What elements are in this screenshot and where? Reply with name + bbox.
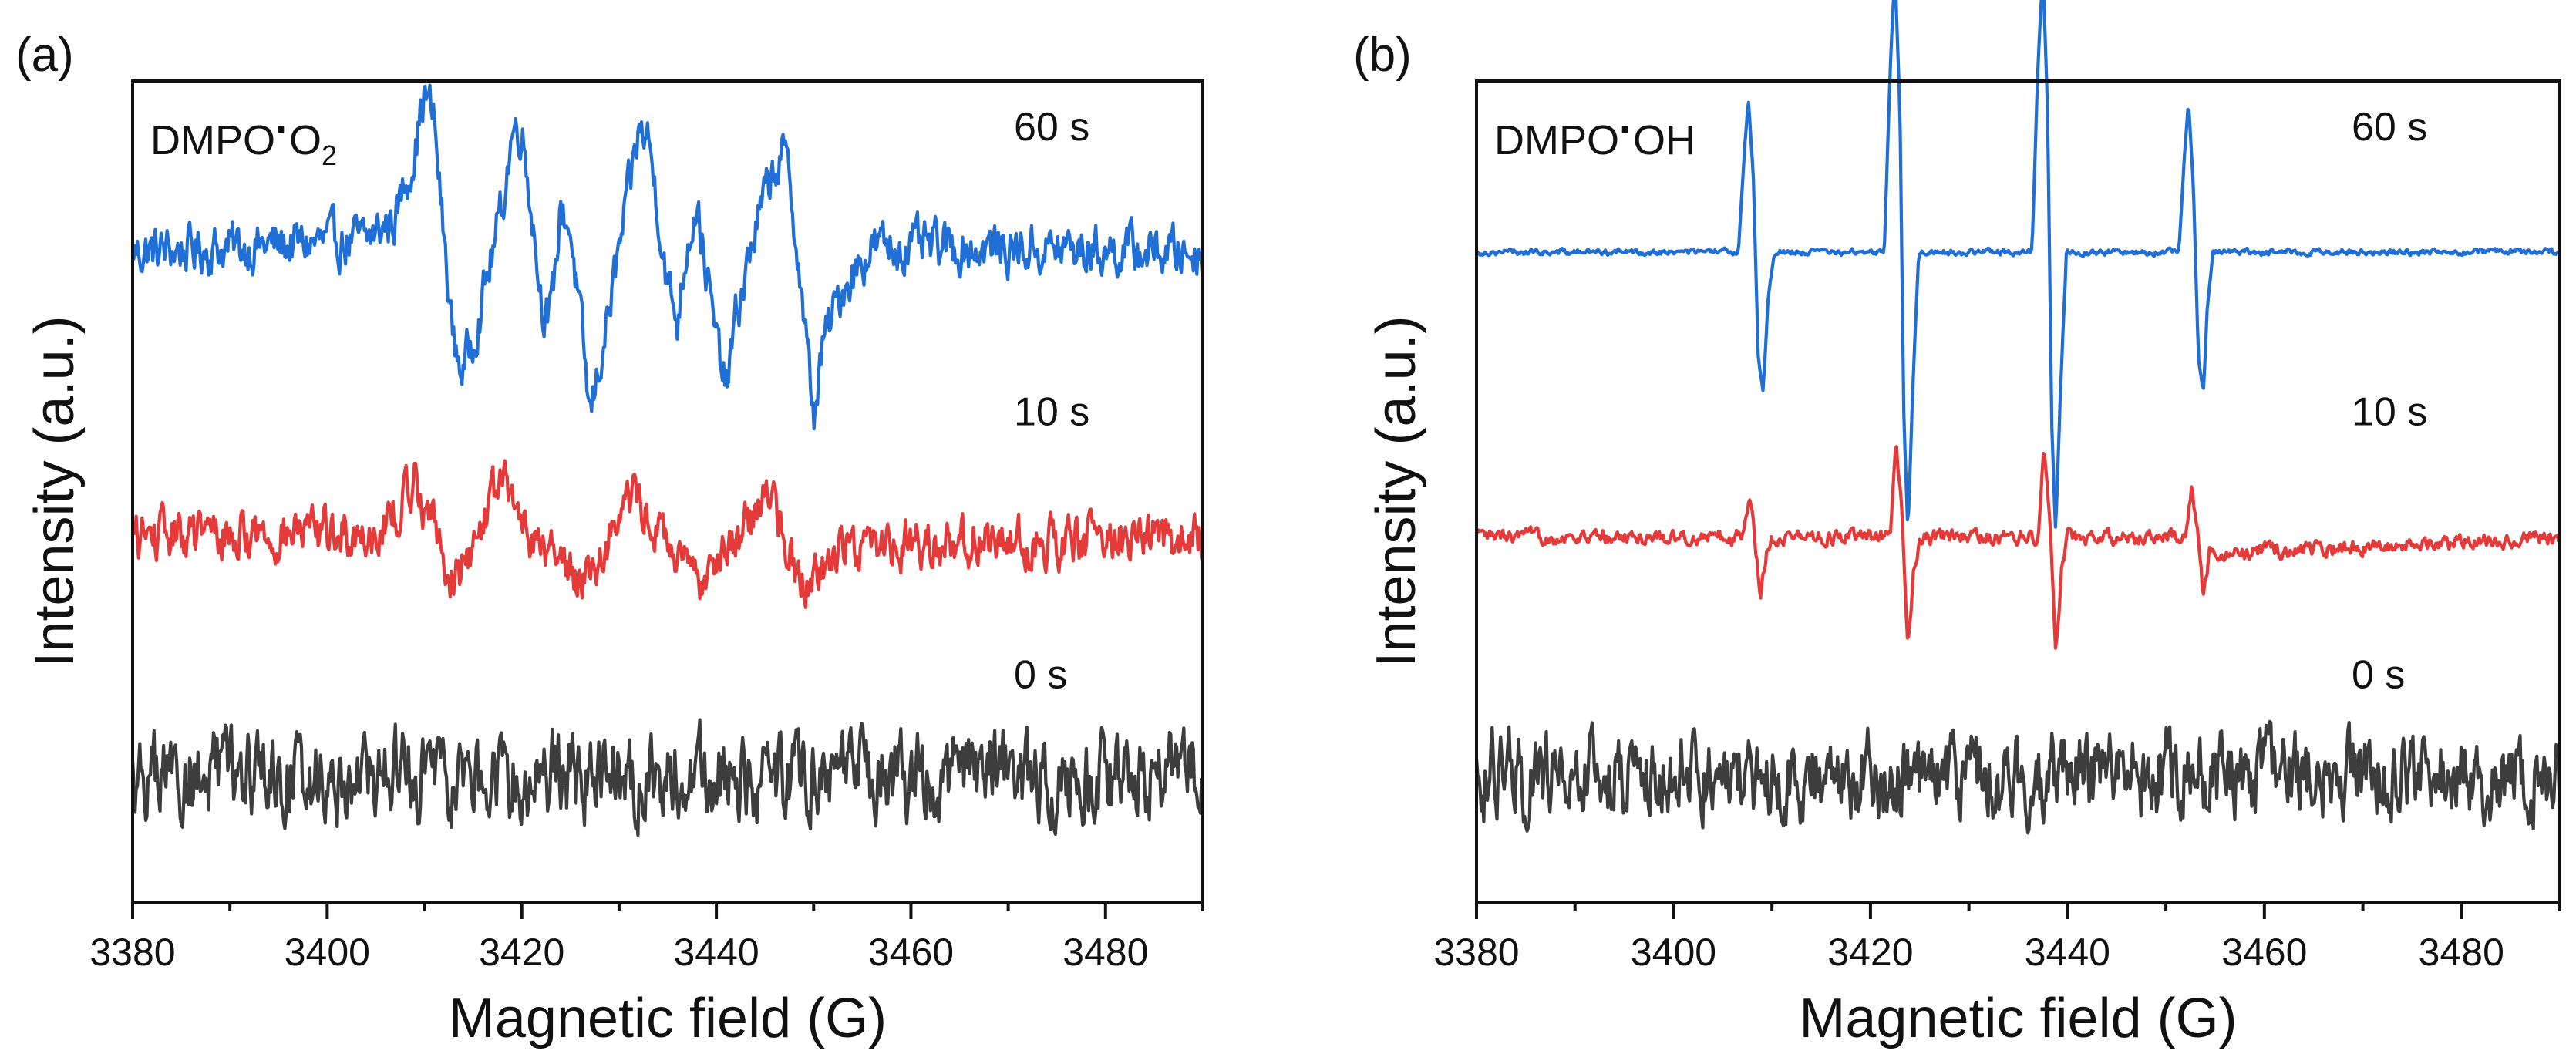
chart-panel-b: (b) 60 s 10 s 0 s 3380 3400 3420 3440 3460 3480 Ma… xyxy=(1353,0,2562,1049)
trace-10s xyxy=(1475,445,2562,650)
trace-label-60s: 60 s xyxy=(1014,105,1089,150)
x-tick-label: 3440 xyxy=(673,931,759,974)
plot-frame xyxy=(1475,79,2561,904)
trace-label-10s: 10 s xyxy=(2352,390,2427,435)
trace-label-0s: 0 s xyxy=(1014,652,1067,697)
trace-60s xyxy=(1475,0,2561,529)
trace-60s xyxy=(130,83,1205,431)
x-tick-label: 3460 xyxy=(2221,931,2307,974)
spin-adduct-label: DMPO·O2 xyxy=(150,106,337,171)
x-tick-label: 3460 xyxy=(868,931,954,974)
trace-label-0s: 0 s xyxy=(2352,652,2405,697)
x-tick-label: 3420 xyxy=(479,931,564,974)
y-axis-title: Intensity (a.u.) xyxy=(24,315,86,667)
x-tick-label: 3420 xyxy=(1827,931,1913,974)
x-tick-label: 3440 xyxy=(2025,931,2110,974)
trace-label-10s: 10 s xyxy=(1014,390,1089,435)
trace-0s xyxy=(1474,719,2562,835)
trace-10s xyxy=(130,459,1205,610)
y-axis-title: Intensity (a.u.) xyxy=(1365,315,1427,667)
trace-0s xyxy=(130,718,1205,837)
panel-label: (b) xyxy=(1353,29,1412,82)
spin-adduct-label: DMPO·OH xyxy=(1494,106,1695,163)
plot-frame xyxy=(131,79,1204,904)
x-tick-label: 3480 xyxy=(1062,931,1148,974)
x-tick-label: 3380 xyxy=(89,931,175,974)
x-axis-title: Magnetic field (G) xyxy=(449,988,887,1049)
chart-panel-a: (a) 60 s 10 s 0 s 3380 3400 3420 3440 3460 3480 Ma… xyxy=(15,29,1205,1049)
x-axis-title: Magnetic field (G) xyxy=(1799,988,2237,1049)
x-tick-label: 3400 xyxy=(1631,931,1716,974)
trace-label-60s: 60 s xyxy=(2352,105,2427,150)
x-tick-label: 3400 xyxy=(285,931,370,974)
x-tick-label: 3380 xyxy=(1433,931,1519,974)
panel-label: (a) xyxy=(15,29,74,82)
x-tick-label: 3480 xyxy=(2419,931,2504,974)
